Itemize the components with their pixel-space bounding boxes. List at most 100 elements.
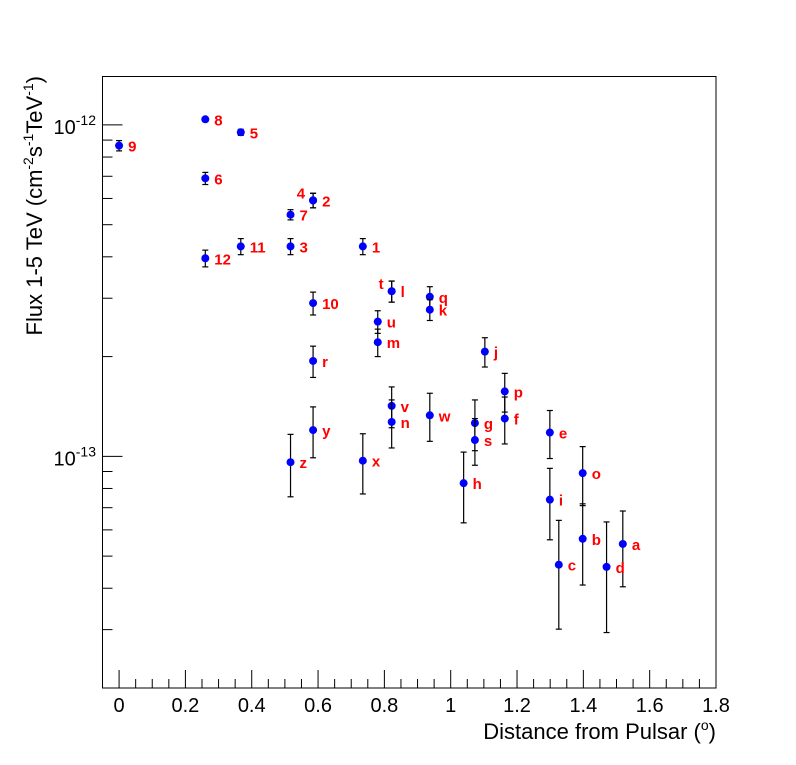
x-tick-label: 0 [114,695,125,717]
marker [618,539,627,548]
point-label: x [372,454,381,471]
data-point-a: a [618,510,641,588]
marker [425,411,434,420]
marker [236,242,245,251]
marker [578,534,587,543]
point-label: u [387,315,396,332]
marker [309,299,318,308]
data-point-8: 8 [201,112,223,129]
point-label: e [559,426,567,443]
point-label: 4 [297,185,306,202]
point-label: h [473,476,482,493]
data-point-n: n [387,399,410,449]
point-label: t [379,276,384,293]
data-point-h: h [459,451,482,524]
point-label: 8 [214,112,222,129]
data-point-b: b [578,503,601,586]
x-tick-label: 1.2 [503,695,531,717]
data-point-w: w [425,392,451,442]
x-tick-label: 1.6 [636,695,664,717]
point-label: a [632,537,641,554]
data-point-1: 1 [358,237,380,256]
marker [425,305,434,314]
data-point-s: s [470,417,492,466]
y-axis-title: Flux 1-5 TeV (cm-2s-1TeV-1) [20,76,47,335]
marker [286,242,295,251]
marker [358,242,367,251]
marker [545,428,554,437]
data-point-o: o [578,446,601,507]
y-tick-label: 10-12 [54,112,97,139]
marker [286,210,295,219]
data-point-i: i [545,467,563,541]
data-point-y: y [309,406,331,459]
x-tick-label: 1.4 [569,695,597,717]
point-label: j [493,345,498,362]
data-point-j: j [480,337,498,368]
x-tick-label: 1 [445,695,456,717]
point-label: m [387,335,400,352]
data-point-2: 2 [309,192,330,210]
marker [459,479,468,488]
point-label: f [514,412,520,429]
marker [201,254,210,263]
data-point-5: 5 [236,125,258,142]
marker [387,287,396,296]
point-label: d [616,560,625,577]
marker [500,414,509,423]
data-point-6: 6 [201,171,223,188]
marker [480,347,489,356]
y-tick-base: 10 [54,448,76,470]
marker [425,292,434,301]
y-tick-labels: 10-12 10-13 [54,112,97,470]
data-point-9: 9 [115,139,136,156]
y-tick-exponent: -13 [76,443,96,459]
data-point-c: c [554,519,576,630]
point-label: q [439,290,448,307]
data-point-r: r [309,345,328,379]
point-label: 3 [300,239,308,256]
marker [602,562,611,571]
point-label: n [401,415,410,432]
point-label: c [568,558,576,575]
axis-ticks [102,124,717,689]
marker [309,196,318,205]
point-label: 9 [128,139,136,156]
data-point-7: 7 [286,208,308,225]
point-label: 6 [214,171,222,188]
marker [500,387,509,396]
data-point-d: d [602,521,625,634]
point-label: i [559,493,563,510]
marker [201,115,210,124]
marker [358,456,367,465]
x-tick-label: 0.2 [171,695,199,717]
point-label: 7 [300,208,308,225]
marker [286,458,295,467]
marker [545,495,554,504]
x-axis-title: Distance from Pulsar (o) [483,717,716,744]
data-point-p: p [500,372,523,413]
point-label: k [439,303,448,320]
data-point-z: z [286,433,308,498]
data-point-x: x [358,433,381,495]
marker [554,560,563,569]
data-points: 9 8 5 6 4 27 3 11 12 1 10 t l qk um j r pf vn w gs y e z x o h i b a c… [115,112,641,634]
marker [373,338,382,347]
point-label: 11 [250,239,266,256]
data-point-f: f [500,396,520,445]
point-label: 12 [214,251,231,268]
x-tick-label: 1.8 [702,695,730,717]
point-label: b [592,532,601,549]
point-label: r [322,354,328,371]
point-label: z [300,455,308,472]
marker [309,426,318,435]
x-tick-label: 0.4 [238,695,266,717]
x-tick-labels: 0 0.2 0.4 0.6 0.8 1 1.2 1.4 1.6 1.8 [114,695,730,717]
x-tick-label: 0.8 [370,695,398,717]
y-tick-label: 10-13 [54,443,97,470]
marker [236,128,245,137]
data-point-m: m [373,328,400,358]
point-label: 10 [322,296,339,313]
data-point-l: l [387,280,405,303]
